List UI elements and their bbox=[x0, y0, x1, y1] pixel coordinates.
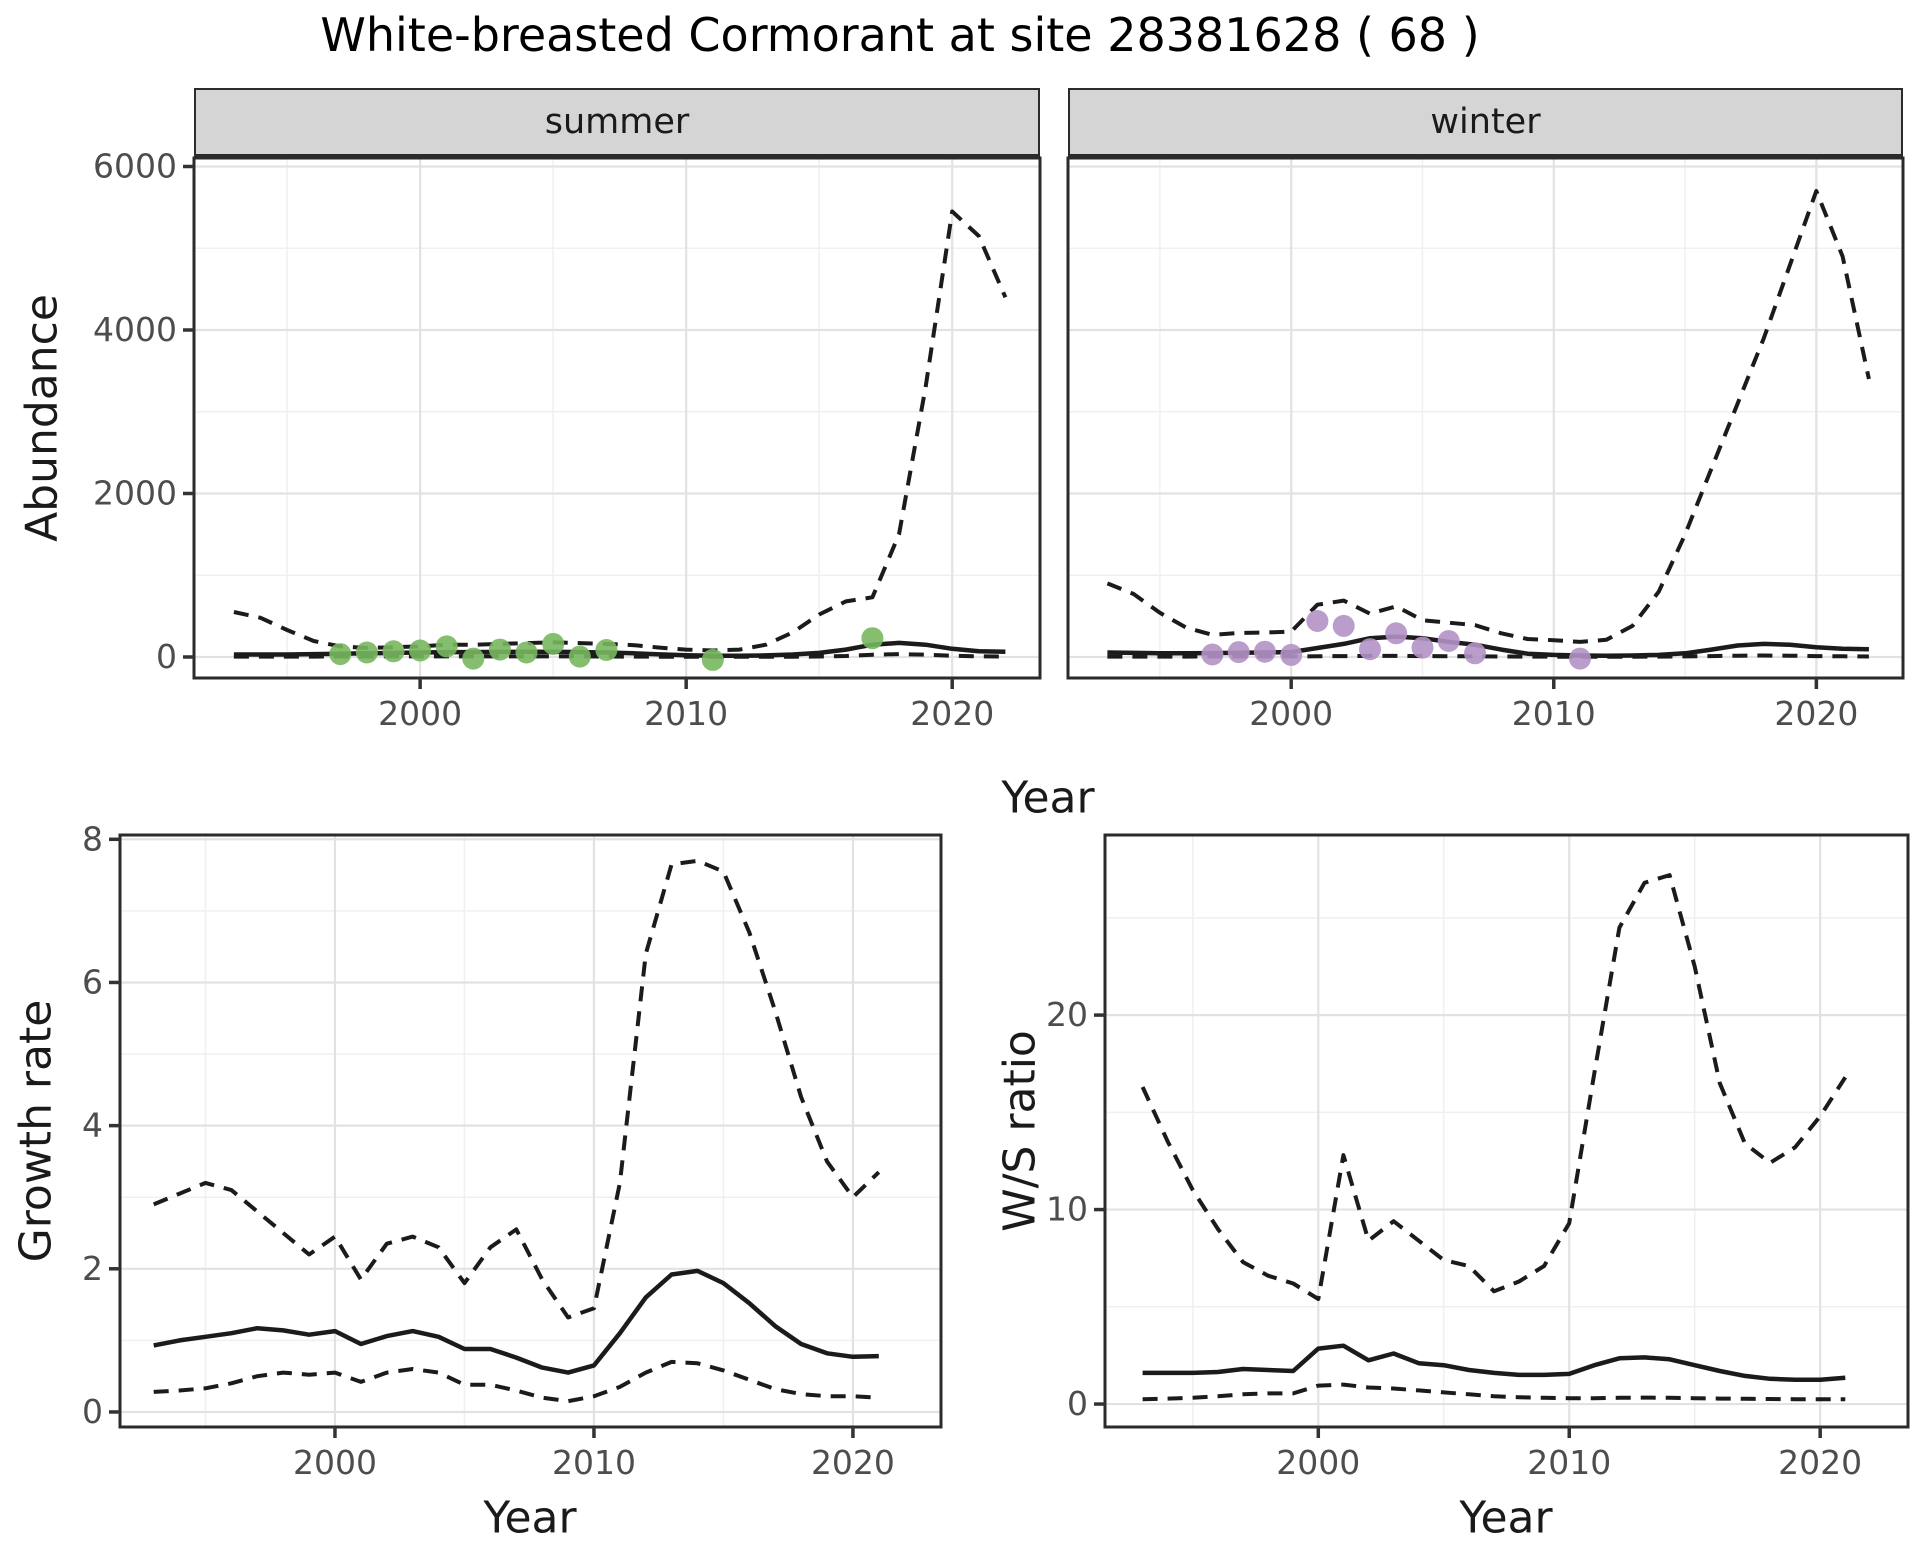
series-group bbox=[1140, 873, 1847, 1402]
series-upper-ci bbox=[152, 858, 881, 1320]
abundance-axis-title: Abundance bbox=[16, 294, 68, 542]
y-tick-label: 6000 bbox=[93, 147, 177, 186]
facet-strip-summer: summer bbox=[194, 88, 1040, 158]
data-point bbox=[515, 641, 538, 664]
panel-ws-ratio: 2000 2010 2020 0 10 20 bbox=[1046, 833, 1910, 1482]
data-point bbox=[1464, 642, 1486, 665]
panel-background bbox=[1068, 158, 1903, 678]
y-tick-label: 4 bbox=[82, 1106, 103, 1145]
panel-background bbox=[1105, 835, 1908, 1427]
axis-ticks-and-labels: 2000 2010 2020 0 2000 4000 6000 bbox=[93, 147, 994, 733]
y-tick-label: 20 bbox=[1046, 995, 1088, 1034]
gridlines bbox=[1105, 835, 1908, 1427]
data-point bbox=[1569, 647, 1591, 670]
panel-border bbox=[1103, 833, 1910, 1429]
y-tick-label: 2 bbox=[82, 1249, 103, 1288]
series-mean bbox=[1142, 1343, 1846, 1382]
series-group bbox=[152, 858, 881, 1404]
gridlines bbox=[120, 835, 941, 1427]
axis-ticks-and-labels: 2000 2010 2020 0 10 20 bbox=[1046, 995, 1862, 1482]
data-point bbox=[382, 640, 405, 663]
data-point bbox=[1332, 614, 1355, 637]
growth-year-axis-title: Year bbox=[483, 1492, 577, 1544]
series-lower-ci bbox=[153, 1359, 879, 1404]
data-point bbox=[355, 641, 378, 664]
axis-ticks-and-labels: 2000 2010 2020 0 2 4 6 8 bbox=[82, 819, 895, 1482]
y-tick-label: 0 bbox=[1067, 1384, 1088, 1423]
x-tick-label: 2010 bbox=[644, 694, 728, 733]
ws-year-axis-title: Year bbox=[1459, 1492, 1553, 1544]
data-point bbox=[861, 627, 884, 650]
x-tick-label: 2010 bbox=[1512, 694, 1596, 733]
y-tick-label: 8 bbox=[82, 819, 103, 858]
data-point bbox=[1437, 630, 1460, 652]
panel-background bbox=[120, 835, 941, 1427]
data-point bbox=[542, 632, 565, 655]
panel-abundance-summer: 2000 2010 2020 0 2000 4000 6000 bbox=[93, 147, 1042, 733]
x-tick-label: 2010 bbox=[1527, 1443, 1611, 1482]
x-tick-label: 2020 bbox=[1778, 1443, 1862, 1482]
data-point bbox=[1411, 636, 1434, 659]
data-point bbox=[1385, 622, 1408, 645]
y-tick-label: 10 bbox=[1046, 1190, 1088, 1229]
top-year-axis-title: Year bbox=[1001, 772, 1095, 824]
axis-ticks-and-labels: 2000 2010 2020 bbox=[1249, 678, 1858, 733]
y-tick-label: 4000 bbox=[93, 310, 177, 349]
data-point bbox=[329, 643, 352, 666]
data-point bbox=[409, 639, 432, 662]
panel-growth-rate: 2000 2010 2020 0 2 4 6 8 bbox=[82, 819, 943, 1482]
y-tick-label: 0 bbox=[156, 637, 177, 676]
gridlines bbox=[194, 158, 1040, 678]
x-tick-label: 2000 bbox=[293, 1443, 377, 1482]
data-point bbox=[1227, 641, 1250, 664]
facet-strip-winter: winter bbox=[1068, 88, 1903, 158]
growth-rate-axis-title: Growth rate bbox=[10, 999, 62, 1263]
x-tick-label: 2020 bbox=[811, 1443, 895, 1482]
x-tick-label: 2000 bbox=[1276, 1443, 1360, 1482]
data-point bbox=[701, 648, 724, 671]
data-point bbox=[1253, 640, 1276, 663]
series-upper-ci bbox=[1140, 873, 1847, 1301]
data-point bbox=[1280, 643, 1303, 666]
x-tick-label: 2000 bbox=[1249, 694, 1333, 733]
facet-strip-summer-label: summer bbox=[544, 102, 690, 142]
data-point bbox=[1359, 638, 1381, 661]
observation-points bbox=[1201, 610, 1591, 670]
panel-border bbox=[192, 156, 1042, 680]
series-lower-ci bbox=[1142, 1382, 1846, 1402]
x-tick-label: 2010 bbox=[552, 1443, 636, 1482]
y-tick-label: 6 bbox=[82, 962, 103, 1001]
panel-border bbox=[1066, 156, 1905, 680]
ws-ratio-axis-title: W/S ratio bbox=[994, 1030, 1046, 1232]
y-tick-label: 0 bbox=[82, 1392, 103, 1431]
x-tick-label: 2020 bbox=[910, 694, 994, 733]
panel-abundance-winter: 2000 2010 2020 bbox=[1066, 156, 1905, 733]
data-point bbox=[1201, 643, 1224, 666]
data-point bbox=[488, 638, 511, 661]
panel-background bbox=[194, 158, 1040, 678]
panel-border bbox=[118, 833, 943, 1429]
data-point bbox=[1306, 610, 1329, 632]
y-tick-label: 2000 bbox=[93, 473, 177, 512]
observation-points bbox=[329, 627, 884, 671]
data-point bbox=[595, 639, 618, 661]
data-point bbox=[568, 645, 591, 668]
data-point bbox=[435, 635, 458, 658]
facet-strip-winter-label: winter bbox=[1430, 102, 1541, 142]
x-tick-label: 2000 bbox=[378, 694, 462, 733]
chart-title: White-breasted Cormorant at site 2838162… bbox=[320, 8, 1480, 62]
x-tick-label: 2020 bbox=[1774, 694, 1858, 733]
series-upper-ci bbox=[1106, 189, 1871, 644]
series-mean bbox=[153, 1268, 879, 1375]
data-point bbox=[462, 647, 485, 670]
